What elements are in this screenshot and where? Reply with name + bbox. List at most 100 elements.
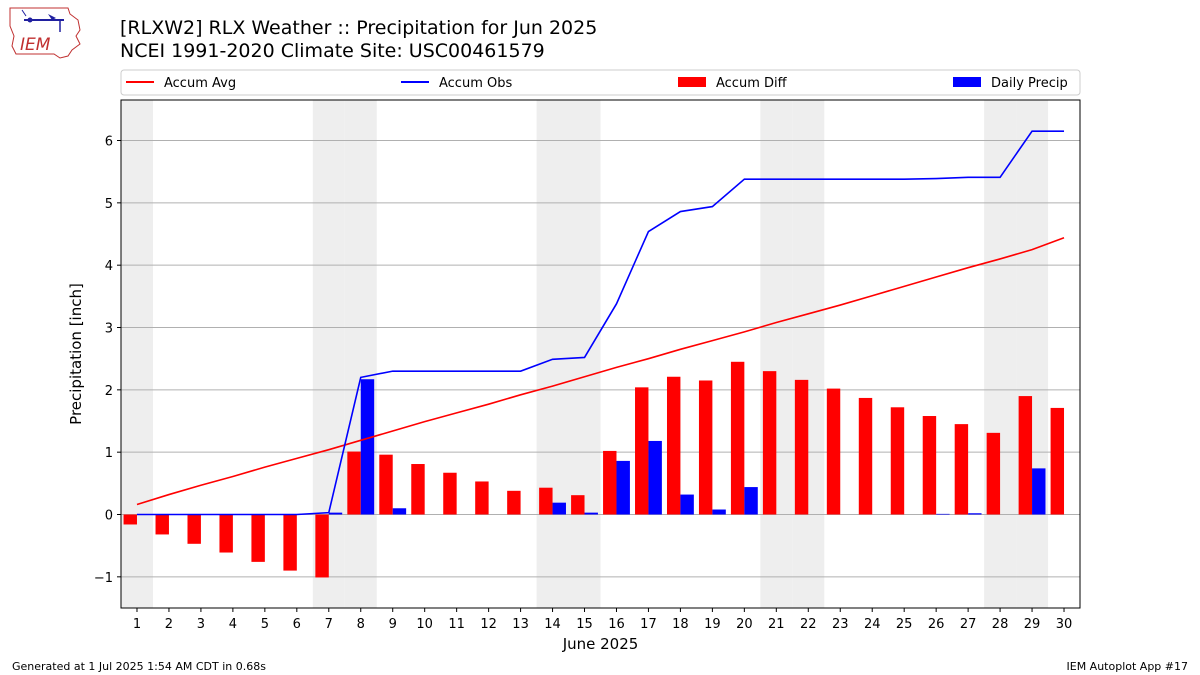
- x-tick-label: 8: [357, 617, 365, 632]
- accum-diff-bar: [890, 407, 905, 515]
- x-tick-label: 9: [389, 617, 397, 632]
- shade-day-1: [121, 100, 153, 608]
- daily-precip-bar: [936, 513, 950, 515]
- y-tick-label: −1: [94, 571, 113, 586]
- accum-diff-bar: [730, 361, 745, 515]
- x-tick-label: 2: [165, 617, 173, 632]
- legend-swatch: [953, 77, 981, 87]
- x-tick-label: 25: [896, 617, 913, 632]
- x-tick-label: 23: [832, 617, 849, 632]
- x-tick-label: 3: [197, 617, 205, 632]
- accum-diff-bar: [283, 514, 297, 571]
- accum-obs-line: [136, 130, 1065, 516]
- accum-avg-line: [136, 237, 1065, 506]
- accum-diff-bar: [539, 487, 553, 515]
- accum-diff-bar: [475, 481, 489, 515]
- daily-precip-bar: [328, 512, 343, 515]
- title-line-2: NCEI 1991-2020 Climate Site: USC00461579: [120, 40, 545, 62]
- x-tick-label: 12: [480, 617, 497, 632]
- accum-diff-bar: [123, 514, 137, 525]
- daily-precip-bar: [616, 460, 630, 515]
- accum-diff-bar: [155, 514, 169, 535]
- accum-diff-bar: [379, 454, 393, 515]
- y-tick-label: 0: [105, 509, 113, 524]
- x-tick-label: 15: [576, 617, 593, 632]
- legend-label: Accum Avg: [164, 76, 236, 91]
- x-tick-label: 14: [544, 617, 561, 632]
- accum-diff-bar: [219, 514, 233, 553]
- x-tick-label: 29: [1024, 617, 1041, 632]
- y-tick-label: 1: [105, 446, 113, 461]
- x-tick-label: 5: [261, 617, 269, 632]
- y-tick-label: 2: [105, 384, 113, 399]
- generated-footer: Generated at 1 Jul 2025 1:54 AM CDT in 0…: [12, 660, 266, 673]
- accum-diff-bar: [1050, 407, 1065, 515]
- y-tick-label: 6: [105, 135, 113, 150]
- shade-day-14: [536, 100, 569, 608]
- x-tick-label: 26: [928, 617, 945, 632]
- daily-precip-bar: [744, 487, 758, 515]
- x-tick-label: 19: [704, 617, 721, 632]
- daily-precip-bar: [552, 502, 566, 515]
- iem-logo: IEM: [8, 6, 82, 60]
- chart-title: [RLXW2] RLX Weather :: Precipitation for…: [120, 17, 597, 63]
- accum-diff-bar: [762, 371, 777, 515]
- daily-precip-bar: [584, 512, 598, 515]
- shade-day-29: [1016, 100, 1049, 608]
- accum-diff-bar: [986, 432, 1001, 515]
- title-line-1: [RLXW2] RLX Weather :: Precipitation for…: [120, 17, 598, 39]
- x-tick-label: 28: [992, 617, 1009, 632]
- x-tick-label: 20: [736, 617, 753, 632]
- accum-diff-bar: [922, 416, 937, 515]
- shade-day-22: [792, 100, 825, 608]
- x-tick-label: 11: [448, 617, 465, 632]
- legend-label: Accum Obs: [439, 76, 512, 91]
- accum-diff-bar: [1018, 396, 1033, 515]
- legend-box: [120, 69, 1081, 96]
- daily-precip-bar: [712, 509, 726, 515]
- x-tick-label: 6: [293, 617, 301, 632]
- x-tick-label: 10: [416, 617, 433, 632]
- y-tick-label: 3: [105, 322, 113, 337]
- x-tick-label: 24: [864, 617, 881, 632]
- accum-diff-bar: [507, 490, 521, 515]
- x-tick-label: 17: [640, 617, 657, 632]
- accum-diff-bar: [635, 387, 649, 515]
- shade-day-21: [760, 100, 793, 608]
- logo-text: IEM: [20, 35, 51, 55]
- x-tick-label: 30: [1056, 617, 1073, 632]
- x-tick-label: 16: [608, 617, 625, 632]
- accum-diff-bar: [571, 495, 585, 515]
- accum-diff-bar: [794, 379, 809, 515]
- accum-diff-bar: [187, 514, 201, 544]
- accum-diff-bar: [666, 376, 681, 515]
- legend-swatch: [678, 77, 706, 87]
- legend-label: Accum Diff: [716, 76, 788, 91]
- shade-day-8: [344, 100, 377, 608]
- accum-diff-bar: [251, 514, 265, 562]
- shade-day-28: [984, 100, 1017, 608]
- accum-diff-bar: [411, 464, 425, 515]
- x-tick-label: 21: [768, 617, 785, 632]
- accum-diff-bar: [858, 397, 873, 515]
- x-tick-label: 13: [512, 617, 529, 632]
- x-tick-label: 22: [800, 617, 817, 632]
- app-footer: IEM Autoplot App #17: [1066, 660, 1189, 673]
- x-tick-label: 27: [960, 617, 977, 632]
- x-axis-label: June 2025: [562, 635, 639, 653]
- accum-diff-bar: [315, 514, 329, 578]
- daily-precip-bar: [968, 513, 982, 515]
- daily-precip-bar: [680, 494, 694, 515]
- y-tick-label: 5: [105, 197, 113, 212]
- accum-diff-bar: [954, 424, 969, 515]
- accum-diff-bar: [603, 450, 617, 515]
- accum-diff-bar: [698, 380, 713, 515]
- accum-diff-bar: [826, 388, 841, 515]
- daily-precip-bar: [392, 508, 407, 515]
- x-tick-label: 18: [672, 617, 689, 632]
- legend: Accum Avg Accum Obs Accum Diff Daily Precip: [120, 69, 1081, 96]
- daily-precip-bar: [1032, 468, 1046, 515]
- plot-frame: [120, 99, 1081, 609]
- accum-diff-bar: [443, 472, 457, 515]
